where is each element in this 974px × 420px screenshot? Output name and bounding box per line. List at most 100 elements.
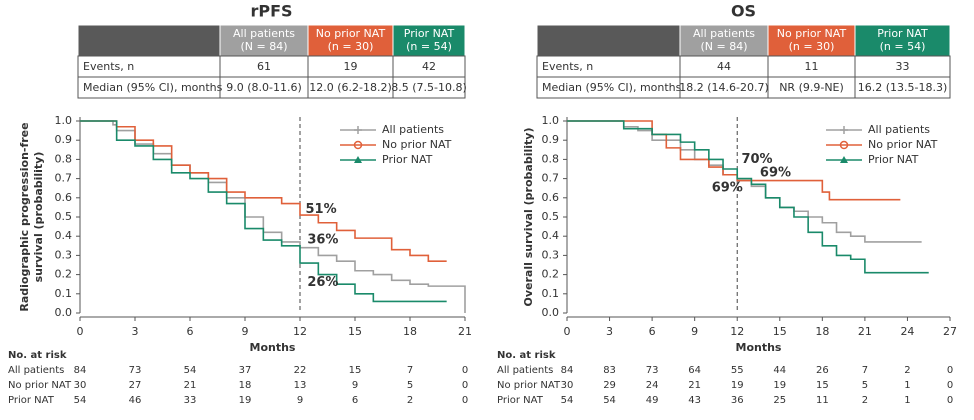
x-tick-label: 12 [730, 325, 744, 338]
risk-count: 84 [74, 365, 87, 376]
y-tick-label: 0.8 [55, 152, 73, 165]
table-cell: Median (95% CI), months [83, 81, 223, 94]
table-header-text: Prior NAT [877, 27, 928, 40]
risk-row-label: No prior NAT [8, 380, 72, 391]
y-tick-label: 1.0 [542, 114, 560, 127]
y-tick-label: 0.7 [55, 172, 73, 185]
table-row [536, 76, 951, 99]
y-tick-label: 1.0 [55, 114, 73, 127]
risk-count: 7 [407, 365, 413, 376]
annotation: 69% [712, 181, 743, 196]
risk-count: 37 [239, 365, 252, 376]
table-header-cell [307, 24, 394, 57]
table-header-text: (n = 54) [880, 40, 926, 53]
risk-count: 19 [731, 380, 744, 391]
y-tick-label: 0.1 [55, 287, 73, 300]
annotation: 70% [741, 152, 772, 167]
y-tick-label: 0.9 [542, 133, 560, 146]
table-cell: 19 [344, 60, 358, 73]
table-header-text: Prior NAT [404, 27, 455, 40]
panel-title: OS [731, 2, 756, 21]
y-tick-label: 0.7 [542, 172, 560, 185]
legend-label: All patients [382, 123, 444, 136]
risk-count: 2 [862, 395, 868, 406]
x-tick-label: 0 [77, 325, 84, 338]
risk-count: 46 [129, 395, 142, 406]
table-header-text: All patients [233, 27, 295, 40]
legend-marker [839, 140, 849, 150]
risk-count: 0 [947, 395, 953, 406]
x-tick-label: 3 [132, 325, 139, 338]
panel-title: rPFS [250, 2, 292, 21]
legend-marker [840, 126, 848, 134]
x-axis-label: Months [250, 341, 296, 354]
survival-curve [567, 120, 929, 274]
y-tick-label: 0.6 [542, 191, 560, 204]
legend-label: All patients [868, 123, 930, 136]
risk-count: 24 [646, 380, 659, 391]
table-header-cell [77, 24, 221, 57]
x-tick-label: 15 [348, 325, 362, 338]
risk-count: 21 [688, 380, 701, 391]
y-tick-label: 0.6 [55, 191, 73, 204]
y-tick-label: 0.4 [542, 229, 560, 242]
survival-curve [80, 120, 447, 262]
x-tick-label: 0 [564, 325, 571, 338]
risk-count: 27 [129, 380, 142, 391]
table-cell: 8.5 (7.5-10.8) [391, 81, 467, 94]
risk-count: 54 [603, 395, 616, 406]
risk-count: 0 [462, 380, 468, 391]
legend-label: No prior NAT [868, 138, 938, 151]
risk-count: 21 [184, 380, 197, 391]
risk-count: 33 [184, 395, 197, 406]
table-cell: 18.2 (14.6-20.7) [679, 81, 769, 94]
table-header-cell [767, 24, 856, 57]
table-cell: Median (95% CI), months [542, 81, 682, 94]
y-tick-label: 0.3 [542, 248, 560, 261]
table-cell: 42 [422, 60, 436, 73]
table-row [77, 76, 466, 99]
x-tick-label: 21 [858, 325, 872, 338]
x-tick-label: 24 [900, 325, 914, 338]
risk-count: 13 [294, 380, 307, 391]
risk-count: 49 [646, 395, 659, 406]
risk-count: 1 [904, 380, 910, 391]
table-header-text: (N = 84) [240, 40, 287, 53]
x-tick-label: 6 [649, 325, 656, 338]
risk-table-title: No. at risk [8, 350, 67, 361]
legend-label: Prior NAT [382, 153, 433, 166]
table-header-text: (n = 54) [406, 40, 452, 53]
risk-count: 18 [239, 380, 252, 391]
risk-count: 30 [561, 380, 574, 391]
risk-count: 0 [462, 395, 468, 406]
table-cell: 33 [896, 60, 910, 73]
risk-count: 44 [773, 365, 786, 376]
risk-count: 1 [904, 395, 910, 406]
risk-count: 30 [74, 380, 87, 391]
annotation: 69% [760, 165, 791, 180]
x-axis-label: Months [736, 341, 782, 354]
x-tick-label: 18 [815, 325, 829, 338]
x-tick-label: 9 [242, 325, 249, 338]
legend-label: Prior NAT [868, 153, 919, 166]
risk-count: 5 [862, 380, 868, 391]
risk-count: 0 [462, 365, 468, 376]
survival-curve [80, 120, 447, 303]
table-row [77, 55, 466, 78]
table-cell: 44 [717, 60, 731, 73]
y-tick-label: 0.9 [55, 133, 73, 146]
x-tick-label: 15 [773, 325, 787, 338]
y-tick-label: 0.4 [55, 229, 73, 242]
y-tick-label: 0.3 [55, 248, 73, 261]
risk-count: 22 [294, 365, 307, 376]
legend-marker [354, 156, 362, 163]
legend-label: No prior NAT [382, 138, 452, 151]
x-tick-label: 3 [606, 325, 613, 338]
risk-count: 0 [947, 365, 953, 376]
table-cell: Events, n [542, 60, 593, 73]
table-cell: 61 [257, 60, 271, 73]
risk-count: 5 [407, 380, 413, 391]
risk-count: 54 [74, 395, 87, 406]
table-header-text: No prior NAT [777, 27, 847, 40]
x-tick-label: 6 [187, 325, 194, 338]
